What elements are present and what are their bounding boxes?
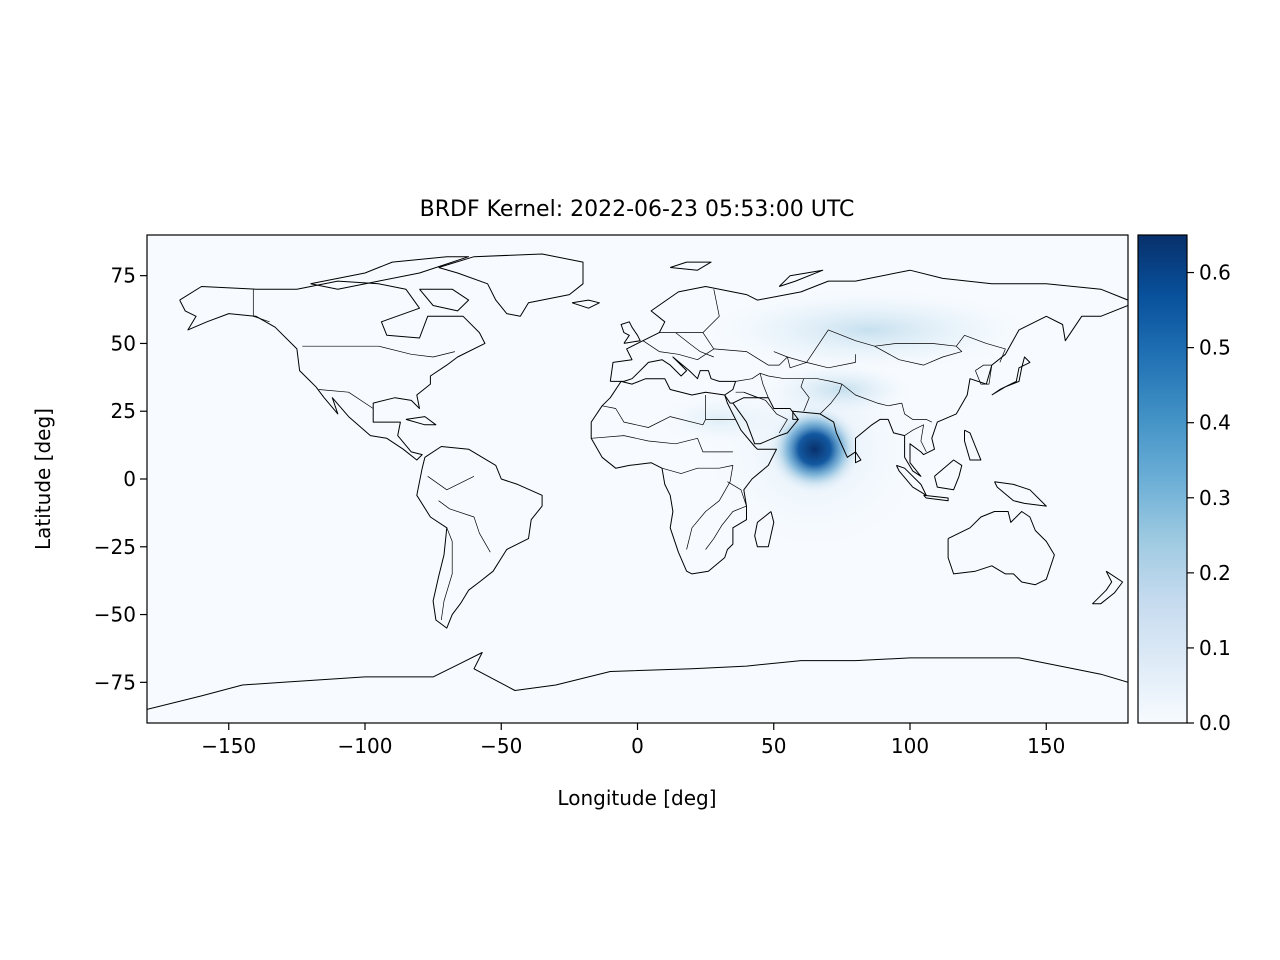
colorbar-tick-label: 0.6 (1199, 261, 1231, 285)
border-china-se-asia (901, 403, 932, 423)
coastline-iceland (571, 299, 600, 309)
border-kazakhstan (773, 351, 856, 369)
border-middle-east (735, 372, 842, 385)
coastline-java (923, 494, 949, 502)
coastline-antarctica (147, 652, 1128, 710)
land-shading-asia (709, 289, 1030, 370)
coastline-new-guinea (994, 481, 1047, 507)
border-china-mongolia (874, 345, 963, 366)
coastline-japan (991, 356, 1031, 396)
x-tick-label: 50 (761, 734, 786, 758)
border-east-africa (705, 481, 747, 550)
coastline-new-zealand (1092, 570, 1124, 605)
y-tick-label: −50 (94, 603, 136, 627)
y-axis-label: Latitude [deg] (31, 408, 55, 550)
x-axis: −150 −100 −50 0 50 100 150 (201, 723, 1065, 758)
land-shading-himalaya (771, 364, 912, 415)
y-tick-label: 0 (123, 467, 136, 491)
border-indochina (904, 424, 927, 453)
border-sahara-west (602, 395, 706, 428)
chart-title: BRDF Kernel: 2022-06-23 05:53:00 UTC (420, 197, 855, 222)
border-pakistan-india (819, 383, 843, 415)
coastline-svalbard (670, 261, 712, 271)
coastline-cuba (405, 416, 437, 426)
colorbar: 0.0 0.1 0.2 0.3 0.4 0.5 0.6 (1137, 234, 1231, 735)
kernel-peak (768, 405, 861, 494)
border-andes (440, 527, 453, 621)
x-axis-label: Longitude [deg] (557, 786, 716, 810)
coastline-sri-lanka (855, 451, 862, 464)
y-tick-label: −75 (94, 670, 136, 694)
coastline-canadian-archipelago (310, 256, 470, 290)
border-central-africa (661, 465, 734, 550)
coastline-novaya-zemlya (778, 269, 824, 287)
coastline-baffin-island (419, 288, 470, 312)
coastline-philippines (964, 429, 982, 461)
coastline-layer (147, 253, 1128, 710)
border-europe-2 (702, 289, 720, 333)
coastline-madagascar (754, 511, 775, 548)
coastline-north-america (179, 280, 486, 461)
x-tick-label: −150 (201, 734, 256, 758)
coastline-arabia-outline (732, 397, 799, 420)
coastline-africa (590, 378, 777, 575)
colorbar-axis: 0.0 0.1 0.2 0.3 0.4 0.5 0.6 (1187, 261, 1231, 735)
border-alaska-canada (252, 289, 270, 323)
border-sahel (591, 435, 733, 453)
coastline-europe-asia (609, 269, 1128, 477)
colorbar-tick-label: 0.2 (1199, 561, 1231, 585)
border-colombia-peru (427, 475, 475, 491)
border-iran-east (800, 378, 810, 412)
x-tick-label: −100 (338, 734, 393, 758)
plot-area (146, 234, 1129, 724)
border-us-canada (302, 345, 455, 358)
coastline-greenland (438, 253, 584, 317)
border-korea (975, 364, 993, 385)
border-europe-3 (675, 332, 714, 358)
colorbar-tick-label: 0.0 (1199, 711, 1231, 735)
colorbar-tick-label: 0.3 (1199, 486, 1231, 510)
x-tick-label: 150 (1027, 734, 1065, 758)
border-arabia-borders (735, 391, 788, 434)
coastline-south-america (416, 446, 543, 629)
border-europe-1 (642, 332, 715, 361)
y-tick-label: 75 (111, 264, 136, 288)
x-tick-label: −50 (480, 734, 522, 758)
y-tick-label: 50 (111, 331, 136, 355)
y-axis: −75 −50 −25 0 25 50 75 (94, 264, 147, 694)
border-himalaya (841, 383, 902, 407)
colorbar-tick-label: 0.4 (1199, 411, 1231, 435)
colorbar-tick-label: 0.1 (1199, 636, 1231, 660)
border-russia-south (713, 329, 1006, 366)
border-us-mexico (318, 389, 374, 409)
border-brazil-west (438, 500, 491, 553)
coastline-borneo (934, 459, 963, 491)
x-tick-label: 100 (891, 734, 929, 758)
colorbar-tick-label: 0.5 (1199, 336, 1231, 360)
y-tick-label: −25 (94, 535, 136, 559)
coastline-uk (620, 321, 641, 344)
x-tick-label: 0 (631, 734, 644, 758)
colorbar-gradient (1137, 234, 1188, 724)
y-tick-label: 25 (111, 399, 136, 423)
coastline-australia (947, 511, 1055, 586)
